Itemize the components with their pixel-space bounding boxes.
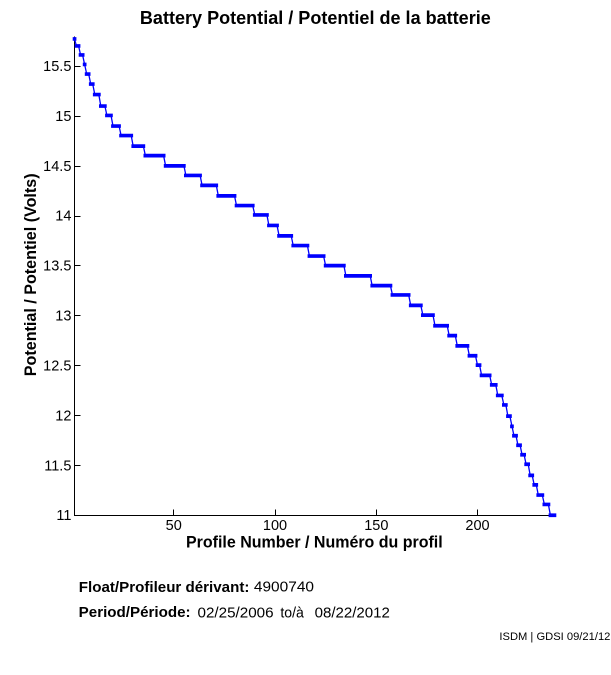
svg-text:Profile Number / Numéro du pro: Profile Number / Numéro du profil [186,534,443,552]
svg-text:200: 200 [465,518,489,534]
svg-text:Float/Profileur dérivant:: Float/Profileur dérivant: [79,580,250,596]
svg-text:14: 14 [55,209,71,225]
svg-text:150: 150 [364,518,388,534]
svg-text:08/22/2012: 08/22/2012 [315,605,390,621]
svg-text:ISDM | GDSI 09/21/12: ISDM | GDSI 09/21/12 [499,631,610,643]
svg-text:100: 100 [263,518,287,534]
svg-text:Potential / Potentiel (Volts): Potential / Potentiel (Volts) [21,173,40,376]
svg-text:12.5: 12.5 [43,359,71,375]
svg-text:50: 50 [166,518,182,534]
svg-text:4900740: 4900740 [254,580,314,596]
svg-text:13.5: 13.5 [43,259,71,275]
svg-text:15.5: 15.5 [43,59,71,75]
svg-text:15: 15 [55,109,71,125]
svg-text:02/25/2006: 02/25/2006 [198,605,274,621]
svg-text:13: 13 [55,309,71,325]
svg-text:to/à: to/à [280,605,304,621]
svg-text:12: 12 [55,408,71,424]
svg-text:Battery Potential / Potentiel: Battery Potential / Potentiel de la batt… [140,8,491,28]
svg-text:Period/Période:: Period/Période: [79,604,191,621]
svg-text:11: 11 [56,508,71,524]
svg-text:11.5: 11.5 [44,458,71,474]
svg-text:14.5: 14.5 [43,159,71,175]
